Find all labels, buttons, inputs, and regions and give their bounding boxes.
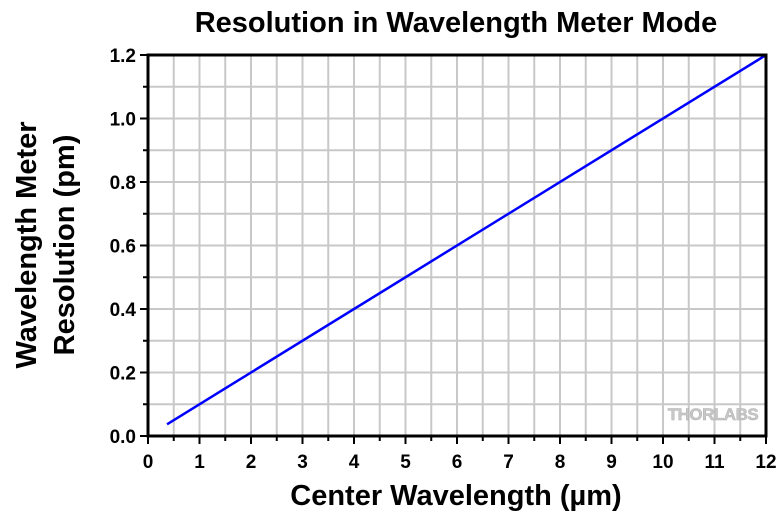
- svg-text:THORLABS: THORLABS: [668, 405, 759, 424]
- y-tick-label: 1.0: [110, 110, 136, 131]
- y-tick-label: 0.4: [110, 300, 137, 321]
- y-tick-label: 1.2: [110, 46, 136, 67]
- x-tick-label: 6: [452, 452, 463, 473]
- x-tick-label: 11: [704, 452, 725, 473]
- x-tick-label: 7: [503, 452, 514, 473]
- series: [166, 53, 767, 426]
- y-tick-label: 0.2: [110, 364, 136, 385]
- y-tick-label: 0.6: [110, 237, 136, 258]
- y-tick-labels: 0.0 0.2 0.4 0.6 0.8 1.0 1.2: [110, 46, 137, 448]
- x-tick-label: 12: [755, 452, 776, 473]
- y-axis-label-line1: Wavelength Meter: [11, 121, 43, 368]
- y-axis-label-line2: Resolution (pm): [49, 135, 81, 356]
- series-line: [166, 53, 767, 426]
- axes: [140, 53, 768, 444]
- x-tick-label: 0: [143, 452, 154, 473]
- x-tick-label: 1: [194, 452, 205, 473]
- x-tick-label: 10: [652, 452, 673, 473]
- y-tick-label: 0.8: [110, 173, 136, 194]
- x-tick-label: 8: [555, 452, 566, 473]
- x-tick-label: 5: [400, 452, 411, 473]
- watermark-logo: THORLABS: [668, 405, 760, 425]
- x-axis-label: Center Wavelength (µm): [290, 480, 621, 512]
- x-tick-label: 2: [246, 452, 257, 473]
- grid: [148, 55, 766, 436]
- x-tick-label: 3: [297, 452, 308, 473]
- x-tick-labels: 0 1 2 3 4 5 6 7 8 9 10 11 12: [143, 452, 777, 473]
- y-tick-label: 0.0: [110, 427, 136, 448]
- chart-title: Resolution in Wavelength Meter Mode: [195, 7, 718, 39]
- x-tick-label: 9: [606, 452, 617, 473]
- x-tick-label: 4: [349, 452, 360, 473]
